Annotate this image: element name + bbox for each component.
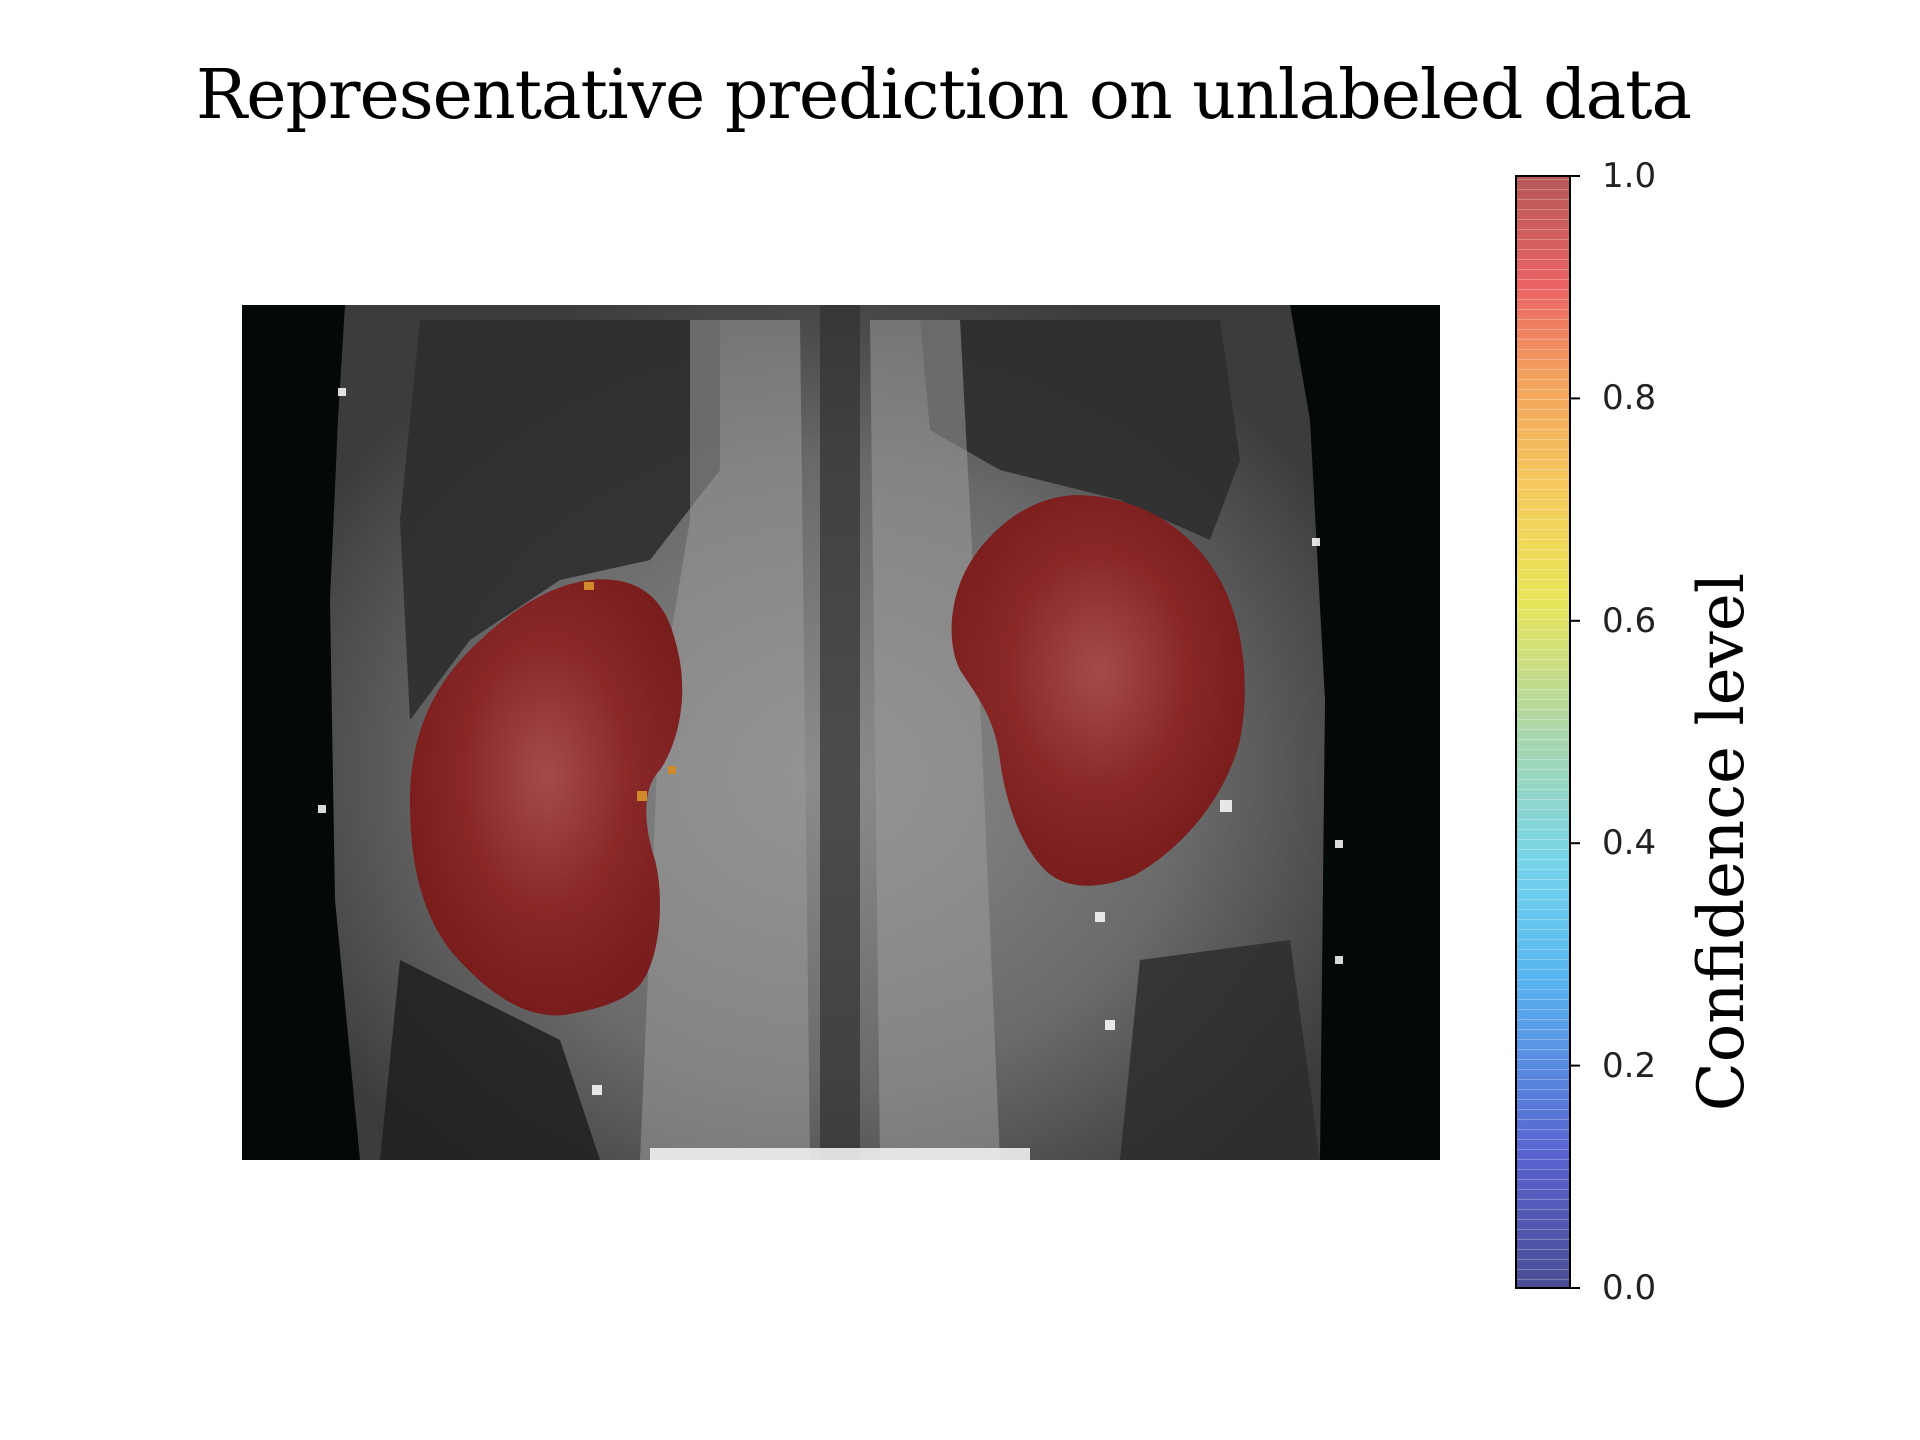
colorbar-tick-label: 0.4	[1602, 823, 1657, 864]
colorbar-tick-label: 0.2	[1602, 1045, 1657, 1086]
colorbar	[1515, 175, 1580, 1289]
chart-title: Representative prediction on unlabeled d…	[196, 56, 1692, 135]
colorbar-tick-label: 1.0	[1602, 156, 1657, 196]
colorbar-tick-label: 0.0	[1602, 1268, 1657, 1308]
right-kidney-overlay	[951, 495, 1245, 886]
colorbar-tick-label: 0.8	[1602, 378, 1657, 419]
left-kidney-overlay	[410, 579, 683, 1016]
colorbar-tick-label: 0.6	[1602, 600, 1657, 641]
mri-image	[242, 305, 1440, 1160]
colorbar-ticks	[1570, 175, 1580, 1289]
colorbar-label: Confidence level	[1685, 572, 1759, 1112]
